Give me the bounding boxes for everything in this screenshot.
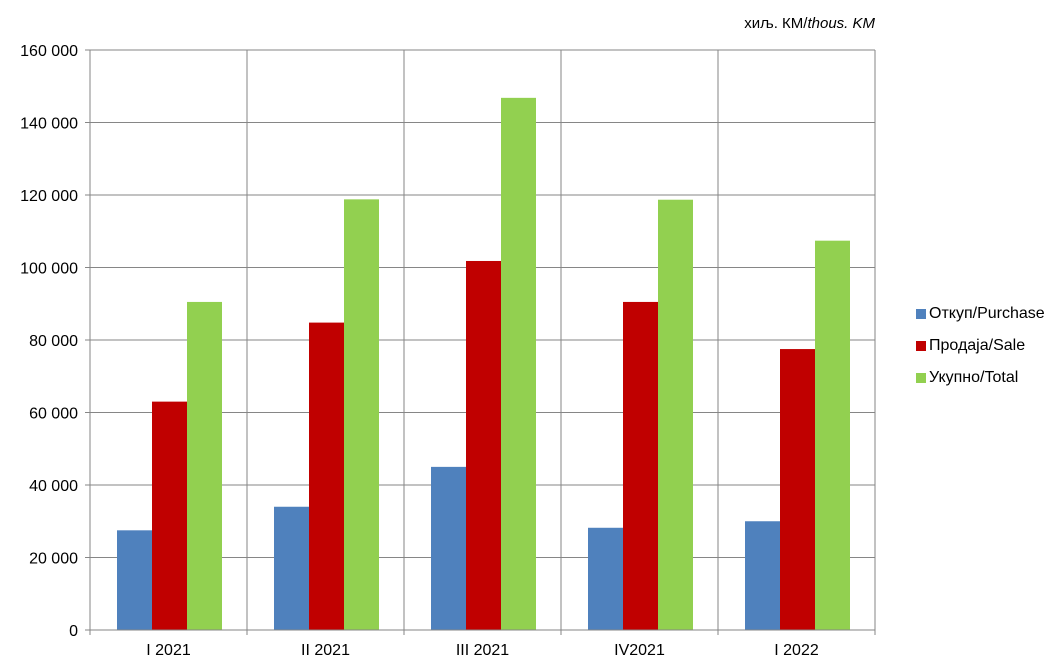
legend-swatch	[916, 309, 926, 319]
unit-label: хиљ. КМ/thous. KM	[744, 15, 875, 32]
y-tick-label: 120 000	[20, 188, 78, 205]
bar-purchase	[117, 530, 152, 630]
legend-label: Продаја/Sale	[929, 337, 1026, 354]
legend-item: Откуп/Purchase	[916, 302, 1045, 326]
x-tick-label: I 2022	[774, 642, 819, 659]
unit-suffix: thous. KM	[807, 15, 875, 32]
x-tick-label: II 2021	[301, 642, 350, 659]
bar-sale	[152, 401, 187, 630]
unit-prefix: хиљ. КМ/	[744, 15, 808, 32]
x-tick-label: III 2021	[456, 642, 509, 659]
x-axis-labels: I 2021 II 2021 III 2021 IV2021 I 2022	[146, 642, 819, 659]
bar-purchase	[745, 521, 780, 630]
bar-sale	[623, 301, 658, 630]
x-tick-label: IV2021	[614, 642, 665, 659]
legend-label: Укупно/Total	[929, 369, 1019, 386]
legend-swatch	[916, 341, 926, 351]
y-tick-label: 0	[69, 623, 78, 640]
bar-purchase	[274, 506, 309, 630]
y-tick-label: 40 000	[29, 478, 78, 495]
legend-swatch	[916, 373, 926, 383]
legend-item: Продаја/Sale	[916, 334, 1045, 358]
y-tick-label: 100 000	[20, 261, 78, 278]
axes	[85, 49, 876, 635]
bar-sale	[309, 322, 344, 630]
bar-total	[344, 199, 379, 630]
bar-sale	[780, 349, 815, 630]
y-tick-label: 140 000	[20, 116, 78, 133]
bar-purchase	[588, 527, 623, 630]
bar-purchase	[431, 466, 466, 630]
legend-label: Откуп/Purchase	[929, 305, 1045, 322]
y-tick-label: 60 000	[29, 406, 78, 423]
bar-sale	[466, 260, 501, 630]
y-tick-label: 20 000	[29, 551, 78, 568]
bar-total	[815, 240, 850, 631]
y-axis-labels: 0 20 000 40 000 60 000 80 000 100 000 120 000 1…	[20, 43, 78, 640]
legend: Откуп/Purchase Продаја/Sale Укупно/Total	[916, 302, 1045, 398]
bar-total	[658, 199, 693, 630]
bars	[117, 97, 850, 631]
legend-item: Укупно/Total	[916, 366, 1045, 390]
bar-total	[501, 97, 536, 631]
x-tick-label: I 2021	[146, 642, 191, 659]
bar-total	[187, 301, 222, 630]
y-tick-label: 80 000	[29, 333, 78, 350]
y-tick-label: 160 000	[20, 43, 78, 60]
